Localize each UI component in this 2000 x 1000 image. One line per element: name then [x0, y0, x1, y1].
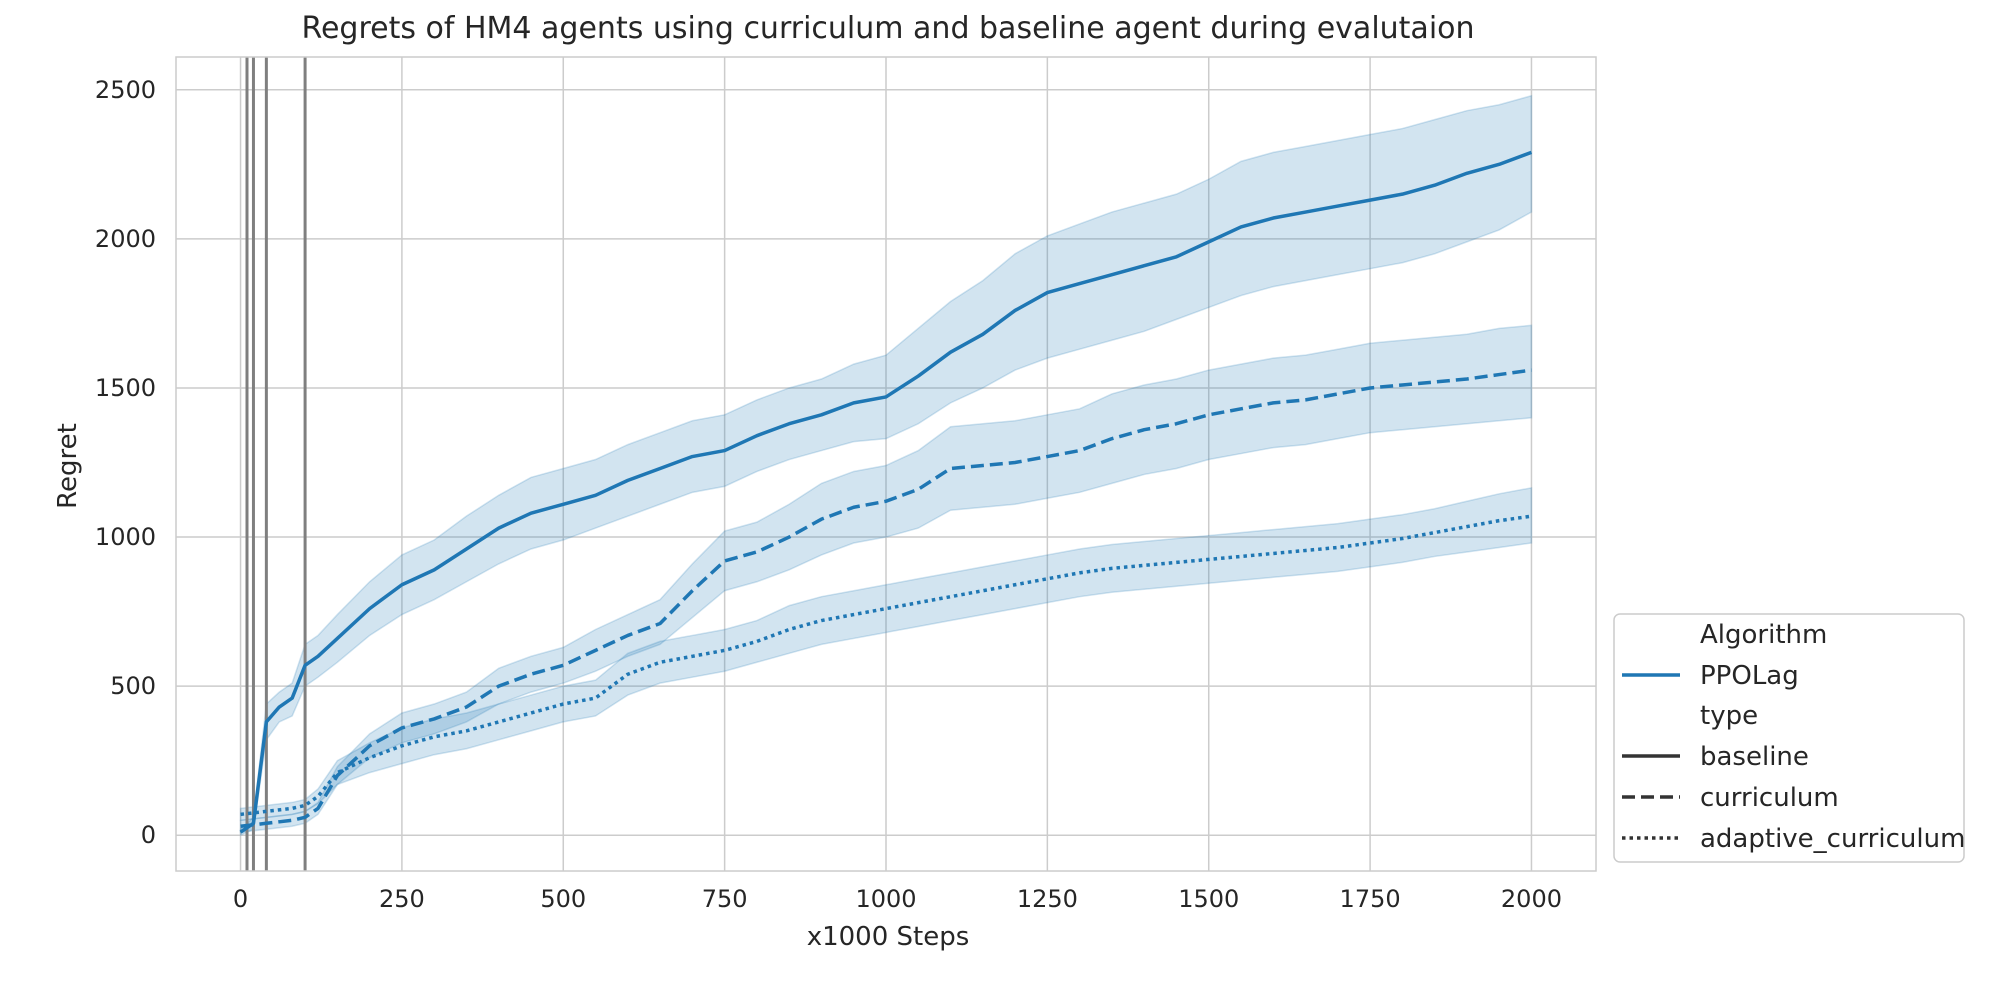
x-tick-label: 1500: [1178, 885, 1239, 913]
legend-label-baseline: baseline: [1700, 742, 1809, 772]
x-tick-label: 1250: [1017, 885, 1078, 913]
legend-box: [1613, 613, 1965, 863]
x-tick-label: 750: [702, 885, 748, 913]
confidence-bands: [239, 94, 1533, 837]
y-axis-label: Regret: [53, 423, 83, 509]
x-tick-label: 250: [379, 885, 425, 913]
grid: [176, 57, 1596, 871]
legend-label-algorithm: PPOLag: [1700, 661, 1799, 691]
x-tick-label: 500: [540, 885, 586, 913]
line-curriculum: [240, 368, 1532, 829]
band-adaptive-curriculum: [239, 486, 1533, 822]
legend-title-type: type: [1700, 701, 1758, 731]
x-tick-label: 1000: [855, 885, 916, 913]
band-baseline: [239, 94, 1533, 837]
plot-frame: [175, 56, 1597, 872]
x-tick-label: 2000: [1501, 885, 1562, 913]
chart-title: Regrets of HM4 agents using curriculum a…: [301, 11, 1474, 46]
x-tick-label: 0: [233, 885, 248, 913]
y-tick-label: 2000: [95, 225, 156, 253]
y-tick-label: 1500: [95, 374, 156, 402]
x-axis-label: x1000 Steps: [807, 922, 970, 952]
vertical-markers: [245, 57, 307, 871]
legend: Algorithm PPOLag type baseline curriculu…: [1613, 613, 1965, 863]
y-tick-label: 500: [110, 672, 156, 700]
band-curriculum: [239, 324, 1533, 834]
y-tick-label: 0: [141, 821, 156, 849]
line-baseline: [239, 150, 1533, 834]
x-tick-label: 1750: [1340, 885, 1401, 913]
x-tick-labels: 0 250 500 750 1000 1250 1500 1750 2000: [233, 885, 1562, 913]
line-adaptive-curriculum: [240, 514, 1532, 817]
legend-title-algorithm: Algorithm: [1700, 620, 1827, 650]
y-tick-label: 2500: [95, 76, 156, 104]
y-tick-label: 1000: [95, 523, 156, 551]
series-lines: [239, 150, 1533, 834]
legend-label-curriculum: curriculum: [1700, 783, 1839, 813]
y-tick-labels: 0 500 1000 1500 2000 2500: [95, 76, 156, 849]
legend-label-adaptive-curriculum: adaptive_curriculum: [1700, 824, 1965, 854]
